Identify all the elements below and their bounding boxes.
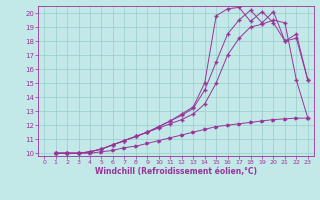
- X-axis label: Windchill (Refroidissement éolien,°C): Windchill (Refroidissement éolien,°C): [95, 167, 257, 176]
